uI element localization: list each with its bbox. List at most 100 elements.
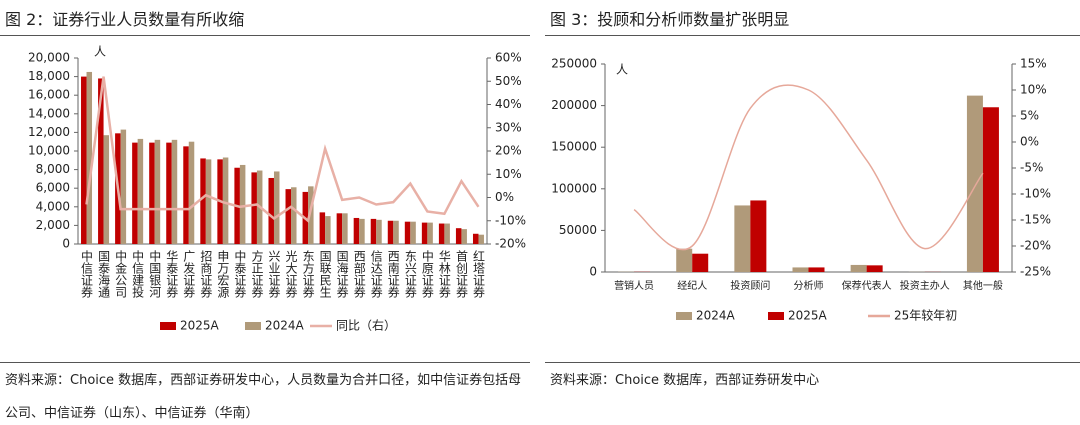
y-tick-label: 6,000: [36, 181, 70, 195]
y-tick-label: 50000: [559, 223, 597, 237]
bar: [376, 219, 382, 244]
y2-tick-label: 15%: [1020, 57, 1047, 71]
x-tick-label: 投资主办人: [900, 279, 950, 292]
x-tick-label: 投资顾问: [730, 279, 770, 292]
bar: [808, 267, 825, 272]
bar: [120, 129, 127, 244]
unit-label: 人: [616, 63, 628, 77]
y2-tick-label: -15%: [1020, 213, 1051, 227]
source-note: 资料来源：Choice 数据库，西部证券研发中心，人员数量为合并口径，如中信证券…: [5, 373, 522, 421]
legend-swatch: [245, 322, 261, 330]
x-tick-label: 西南证券: [386, 250, 400, 298]
bar: [734, 205, 751, 272]
y2-tick-label: -20%: [495, 237, 526, 251]
x-tick-label: 国海证券: [335, 250, 349, 298]
y2-tick-label: 30%: [495, 120, 522, 134]
y2-tick-label: -20%: [1020, 239, 1051, 253]
y2-tick-label: -10%: [1020, 187, 1051, 201]
x-tick-label: 申万宏源: [216, 250, 230, 299]
y-tick-label: 14,000: [28, 106, 70, 120]
x-tick-label: 红塔证券: [471, 249, 485, 298]
x-tick-label: 兴业证券: [267, 250, 281, 298]
y-tick-label: 16,000: [28, 88, 70, 102]
y-tick-label: 100000: [551, 181, 597, 195]
y-tick-label: 150000: [551, 140, 597, 154]
bar: [98, 78, 104, 245]
bar: [336, 213, 343, 244]
x-tick-label: 西部证券: [352, 250, 366, 298]
y-tick-label: 4,000: [36, 199, 70, 213]
x-tick-label: 国联民生: [318, 250, 332, 298]
x-tick-label: 营销人员: [614, 279, 654, 292]
bar: [472, 233, 479, 244]
bar: [750, 200, 767, 272]
rule: [0, 35, 530, 36]
bar: [81, 76, 87, 244]
y-tick-label: 12,000: [28, 125, 70, 139]
bar: [291, 187, 297, 244]
y-tick-label: 18,000: [28, 69, 70, 83]
bar: [86, 71, 93, 244]
x-tick-label: 其他一般: [963, 279, 1003, 292]
bar: [370, 218, 377, 244]
y2-tick-label: 40%: [495, 97, 522, 111]
bar: [171, 139, 178, 244]
bar: [387, 220, 394, 244]
y2-tick-label: 0%: [495, 190, 514, 204]
y2-tick-label: 50%: [495, 74, 522, 88]
bar: [359, 218, 365, 244]
bar: [154, 139, 161, 244]
x-tick-label: 招商证券: [199, 250, 213, 298]
legend-swatch: [676, 312, 692, 320]
rule: [0, 362, 530, 363]
bar: [410, 221, 416, 244]
bar: [850, 264, 867, 272]
legend-label: 2025A: [788, 309, 828, 323]
bar: [692, 253, 709, 272]
y-tick-label: 0: [62, 237, 70, 251]
x-tick-label: 中国银河: [148, 249, 162, 298]
y2-tick-label: -5%: [1020, 161, 1043, 175]
y-tick-label: 20,000: [28, 51, 70, 65]
y-tick-label: 2,000: [36, 218, 70, 232]
legend-label: 2024A: [265, 319, 305, 333]
bar: [137, 138, 144, 244]
legend-swatch: [768, 312, 784, 320]
y-tick-label: 8,000: [36, 162, 70, 176]
bar: [866, 265, 883, 272]
bar: [285, 189, 292, 244]
bar: [132, 142, 138, 244]
bar: [319, 212, 326, 244]
bar: [251, 172, 257, 244]
y-tick-label: 250000: [551, 57, 597, 71]
x-tick-label: 中信建投: [131, 249, 145, 298]
x-tick-label: 方正证券: [250, 249, 264, 298]
bar: [427, 222, 433, 244]
y2-tick-label: 0%: [1020, 135, 1039, 149]
rule: [545, 35, 1080, 36]
x-tick-label: 国泰海通: [97, 250, 111, 298]
legend-swatch: [160, 322, 176, 330]
x-tick-label: 华林证券: [437, 250, 451, 298]
x-tick-label: 东方证券: [301, 250, 315, 298]
y2-tick-label: 10%: [495, 167, 522, 181]
bar: [393, 220, 399, 244]
line-series: [633, 84, 984, 251]
bar: [461, 229, 467, 244]
bar: [438, 223, 445, 244]
bar: [183, 146, 189, 244]
x-tick-label: 光大证券: [284, 250, 298, 298]
y2-tick-label: 10%: [1020, 83, 1047, 97]
rule: [545, 362, 1080, 363]
x-tick-label: 分析师: [794, 279, 824, 292]
bar: [404, 221, 411, 244]
bar: [149, 142, 155, 244]
bar: [455, 228, 462, 244]
bar: [200, 158, 206, 244]
bar: [676, 248, 693, 272]
x-tick-label: 中泰证券: [233, 249, 247, 298]
x-tick-label: 中信证券: [80, 249, 94, 298]
y-tick-label: 0: [589, 265, 597, 279]
